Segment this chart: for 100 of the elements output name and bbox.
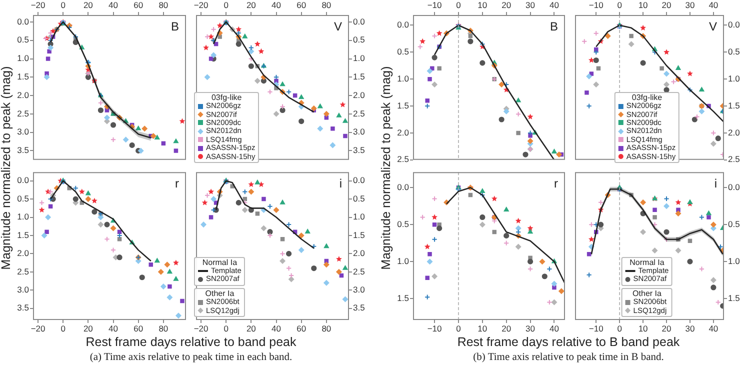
x-tick-label: 10 bbox=[478, 0, 488, 10]
x-tick-label: 30 bbox=[526, 323, 536, 334]
x-tick-label: 0 bbox=[456, 0, 462, 10]
y-tick-label: 1.0 bbox=[728, 256, 740, 266]
y-tick-label: 0.5 bbox=[728, 218, 740, 229]
x-tick-label: −10 bbox=[427, 0, 442, 10]
y-tick-label: 0.0 bbox=[397, 20, 410, 30]
x-tick-label: −20 bbox=[30, 323, 46, 334]
x-tick-label: −20 bbox=[30, 0, 46, 10]
y-tick-label: 3.0 bbox=[353, 126, 366, 137]
x-tick-label: 40 bbox=[549, 323, 560, 334]
x-tick-label: 0 bbox=[456, 323, 462, 334]
x-tick-label: 0 bbox=[60, 323, 66, 334]
y-tick-label: 2.0 bbox=[353, 248, 366, 258]
x-tick-label: 80 bbox=[158, 323, 168, 334]
y-tick-label: 2.5 bbox=[17, 108, 30, 118]
y-tick-label: 2.0 bbox=[397, 127, 410, 138]
x-tick-label: 0 bbox=[224, 323, 229, 334]
x-tick-label: 40 bbox=[272, 0, 282, 10]
y-tick-label: 0.0 bbox=[728, 182, 740, 192]
y-tick-label: 1.5 bbox=[353, 230, 366, 240]
y-tick-label: 1.5 bbox=[17, 230, 30, 240]
x-tick-label: 20 bbox=[246, 0, 256, 10]
y-tick-label: 1.0 bbox=[17, 212, 30, 222]
x-tick-label: 40 bbox=[108, 0, 118, 10]
chart-title: B bbox=[170, 19, 179, 34]
x-tick-label: 40 bbox=[272, 323, 282, 334]
x-tick-label: 30 bbox=[685, 0, 695, 10]
y-tick-label: 3.5 bbox=[17, 145, 30, 156]
x-tick-label: 0 bbox=[617, 323, 622, 334]
x-tick-label: 40 bbox=[108, 323, 118, 334]
legend-title: Normal Ia bbox=[201, 258, 238, 267]
x-tick-label: 10 bbox=[638, 0, 648, 10]
x-tick-label: 10 bbox=[638, 323, 648, 334]
y-tick-label: 2.5 bbox=[353, 266, 366, 276]
y-tick-label: 0.0 bbox=[17, 175, 30, 186]
y-tick-label: 0.0 bbox=[353, 16, 366, 26]
x-tick-label: 30 bbox=[526, 0, 536, 10]
y-axis-title: Magnitude normalized to peak (mag) bbox=[0, 66, 13, 270]
x-tick-label: 40 bbox=[708, 0, 718, 10]
annotation: Other Ia bbox=[632, 288, 662, 298]
x-tick-label: 80 bbox=[322, 0, 332, 10]
y-tick-label: 1.0 bbox=[397, 73, 410, 84]
y-tick-label: 1.0 bbox=[728, 73, 740, 84]
y-tick-label: 1.0 bbox=[397, 256, 410, 266]
y-tick-label: 0.5 bbox=[397, 218, 410, 229]
y-tick-label: 1.5 bbox=[17, 71, 30, 82]
x-tick-label: −20 bbox=[194, 323, 208, 334]
x-tick-label: 20 bbox=[83, 323, 94, 334]
y-tick-label: 1.0 bbox=[353, 53, 366, 64]
y-tick-label: 2.5 bbox=[728, 154, 740, 164]
x-tick-label: 30 bbox=[685, 323, 695, 334]
text: (b) Time axis relative to peak time in B band. bbox=[473, 352, 664, 363]
x-tick-label: −20 bbox=[194, 0, 208, 10]
legend-title: 03fg-like bbox=[211, 92, 243, 102]
annotation: Other Ia bbox=[204, 288, 236, 298]
y-tick-label: 0.0 bbox=[397, 182, 410, 192]
chart-title: r bbox=[554, 176, 558, 190]
x-tick-label: 40 bbox=[549, 0, 560, 10]
y-tick-label: 0.5 bbox=[353, 193, 366, 204]
x-tick-label: 80 bbox=[158, 0, 168, 10]
x-tick-label: 60 bbox=[296, 0, 306, 10]
y-tick-label: 1.5 bbox=[353, 71, 366, 82]
x-tick-label: 80 bbox=[322, 323, 332, 334]
x-tick-label: −10 bbox=[588, 0, 604, 10]
x-tick-label: 0 bbox=[224, 0, 229, 10]
y-tick-label: 0.0 bbox=[353, 175, 366, 186]
x-tick-label: 0 bbox=[617, 0, 622, 10]
y-tick-label: 2.5 bbox=[17, 266, 30, 276]
legend-title: 03fg-like bbox=[632, 92, 664, 102]
y-tick-label: 0.5 bbox=[17, 34, 30, 45]
x-tick-label: 60 bbox=[134, 0, 144, 10]
y-tick-label: 0.5 bbox=[397, 46, 410, 57]
y-tick-label: 0.0 bbox=[17, 16, 30, 26]
y-tick-label: 0.5 bbox=[728, 46, 740, 57]
y-tick-label: 1.5 bbox=[728, 292, 740, 303]
y-tick-label: 1.5 bbox=[397, 100, 410, 110]
x-tick-label: −10 bbox=[588, 323, 604, 334]
x-tick-label: 20 bbox=[246, 323, 256, 334]
y-axis-title: Magnitude normalized to peak (mag) bbox=[379, 66, 393, 270]
x-tick-label: 10 bbox=[478, 323, 488, 334]
y-tick-label: 0.5 bbox=[353, 34, 366, 45]
x-tick-label: 20 bbox=[502, 0, 512, 10]
x-tick-label: 20 bbox=[662, 0, 672, 10]
chart-title: V bbox=[708, 19, 717, 34]
text: (a) Time axis relative to peak time in each band. bbox=[90, 352, 292, 363]
x-tick-label: 20 bbox=[662, 323, 672, 334]
y-tick-label: 1.5 bbox=[397, 292, 410, 303]
y-tick-label: 1.0 bbox=[17, 53, 30, 64]
y-tick-label: 1.0 bbox=[353, 212, 366, 222]
x-tick-label: 20 bbox=[83, 0, 94, 10]
legend-title: Normal Ia bbox=[628, 258, 666, 267]
y-tick-label: 2.5 bbox=[397, 154, 410, 164]
x-tick-label: 60 bbox=[134, 323, 144, 334]
y-tick-label: 3.0 bbox=[17, 126, 30, 137]
x-tick-label: 40 bbox=[708, 323, 718, 334]
x-tick-label: 20 bbox=[502, 323, 512, 334]
y-tick-label: 2.0 bbox=[728, 127, 740, 138]
y-tick-label: 2.0 bbox=[17, 90, 30, 100]
y-tick-label: 3.5 bbox=[17, 302, 30, 313]
